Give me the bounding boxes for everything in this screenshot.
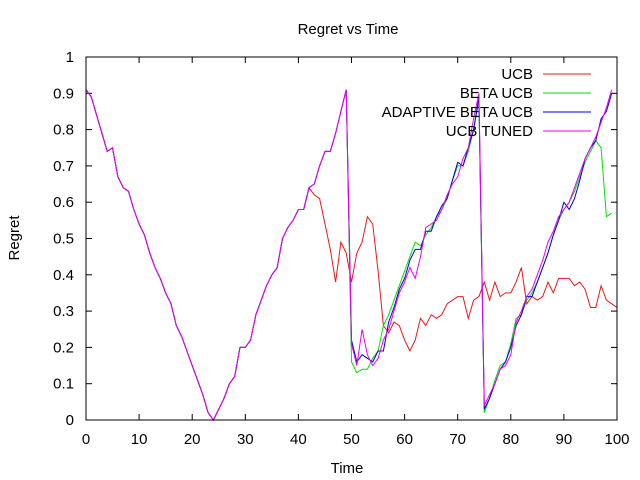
y-tick-label: 0.5 [53, 231, 74, 248]
series-line-ucb-tuned [85, 89, 613, 421]
x-tick-label: 0 [82, 431, 90, 448]
x-tick-label: 90 [556, 431, 573, 448]
plot-frame [85, 56, 618, 421]
y-tick-label: 0.9 [53, 85, 74, 102]
y-tick-label: 0.6 [53, 194, 74, 211]
x-tick-label: 10 [131, 431, 148, 448]
x-tick-label: 70 [449, 431, 466, 448]
legend-label: ADAPTIVE BETA UCB [382, 104, 533, 121]
x-tick-label: 50 [343, 431, 360, 448]
y-tick-label: 0.2 [53, 339, 74, 356]
x-tick-label: 100 [604, 431, 629, 448]
plot-lines [85, 89, 618, 421]
chart-title: Regret vs Time [298, 21, 399, 38]
series-line-ucb [85, 89, 618, 421]
y-tick-label: 1 [66, 49, 74, 66]
legend-label: BETA UCB [460, 85, 533, 102]
y-tick-label: 0.1 [53, 376, 74, 393]
x-tick-label: 30 [237, 431, 254, 448]
y-tick-label: 0.4 [53, 267, 74, 284]
y-tick-label: 0.3 [53, 303, 74, 320]
x-axis-label: Time [331, 460, 364, 477]
y-tick-label: 0.7 [53, 158, 74, 175]
axis-ticks: 0 10 20 30 40 50 60 70 80 90 100 0 0.1 0.2 0.3 0.4 0.5 0.… [53, 49, 629, 448]
x-tick-label: 80 [502, 431, 519, 448]
y-tick-label: 0 [66, 412, 74, 429]
legend: UCB BETA UCB ADAPTIVE BETA UCB UCB TUNED [382, 66, 591, 140]
x-tick-label: 60 [396, 431, 413, 448]
legend-label: UCB TUNED [446, 123, 533, 140]
y-tick-label: 0.8 [53, 122, 74, 139]
x-tick-label: 40 [290, 431, 307, 448]
y-axis-label: Regret [6, 215, 23, 261]
x-tick-label: 20 [184, 431, 201, 448]
legend-label: UCB [501, 66, 533, 83]
